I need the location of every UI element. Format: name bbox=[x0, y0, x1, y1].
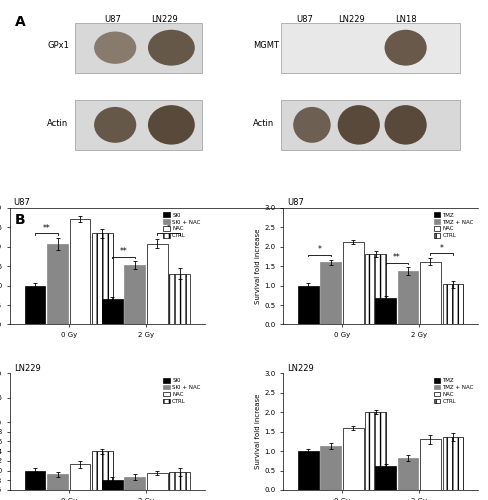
Text: U87: U87 bbox=[104, 16, 121, 24]
Text: U87: U87 bbox=[297, 16, 313, 24]
Bar bbox=[169, 472, 190, 500]
Bar bbox=[147, 244, 167, 324]
Bar bbox=[92, 451, 113, 500]
Bar bbox=[169, 274, 190, 324]
Bar bbox=[343, 242, 364, 324]
Text: LN229: LN229 bbox=[151, 16, 178, 24]
Legend: SKI, SKI + NAC, NAC, CTRL: SKI, SKI + NAC, NAC, CTRL bbox=[162, 376, 202, 406]
Bar bbox=[321, 262, 341, 324]
Bar bbox=[298, 286, 319, 325]
Bar bbox=[420, 440, 441, 490]
Ellipse shape bbox=[293, 107, 331, 143]
Bar bbox=[366, 412, 386, 490]
Bar bbox=[25, 470, 45, 500]
Bar bbox=[102, 299, 122, 324]
Bar bbox=[124, 477, 145, 500]
Bar bbox=[25, 286, 45, 325]
Text: A: A bbox=[15, 16, 25, 30]
Bar bbox=[398, 272, 418, 324]
Text: **: ** bbox=[42, 224, 50, 233]
Text: Actin: Actin bbox=[253, 118, 275, 128]
Bar bbox=[443, 437, 463, 490]
Text: *: * bbox=[166, 224, 170, 233]
Ellipse shape bbox=[385, 30, 427, 66]
Bar bbox=[443, 284, 463, 325]
Ellipse shape bbox=[385, 105, 427, 144]
Ellipse shape bbox=[148, 30, 195, 66]
Bar bbox=[47, 474, 68, 500]
Bar bbox=[398, 458, 418, 490]
Ellipse shape bbox=[338, 105, 380, 144]
Bar bbox=[375, 298, 396, 324]
Bar bbox=[47, 244, 68, 324]
Bar bbox=[282, 22, 460, 73]
Bar bbox=[298, 451, 319, 490]
Text: U87: U87 bbox=[14, 198, 31, 207]
Text: GPx1: GPx1 bbox=[47, 42, 69, 50]
Ellipse shape bbox=[94, 107, 136, 143]
Text: LN229: LN229 bbox=[338, 16, 365, 24]
Legend: TMZ, TMZ + NAC, NAC, CTRL: TMZ, TMZ + NAC, NAC, CTRL bbox=[432, 210, 475, 240]
Text: LN18: LN18 bbox=[395, 16, 416, 24]
Bar bbox=[343, 428, 364, 490]
Text: *: * bbox=[318, 245, 322, 254]
Bar bbox=[92, 233, 113, 324]
Text: LN229: LN229 bbox=[14, 364, 41, 372]
Legend: TMZ, TMZ + NAC, NAC, CTRL: TMZ, TMZ + NAC, NAC, CTRL bbox=[432, 376, 475, 406]
Text: *: * bbox=[440, 244, 444, 252]
Bar bbox=[375, 466, 396, 490]
Text: **: ** bbox=[120, 247, 127, 256]
Bar bbox=[124, 265, 145, 324]
Bar bbox=[70, 219, 90, 324]
Bar bbox=[282, 100, 460, 150]
Bar bbox=[75, 100, 202, 150]
Text: LN229: LN229 bbox=[287, 364, 314, 372]
Bar bbox=[102, 480, 122, 500]
Ellipse shape bbox=[94, 32, 136, 64]
Text: B: B bbox=[15, 213, 25, 227]
Legend: SKI, SKI + NAC, NAC, CTRL: SKI, SKI + NAC, NAC, CTRL bbox=[162, 210, 202, 240]
Text: Actin: Actin bbox=[47, 118, 68, 128]
Bar bbox=[75, 22, 202, 73]
Ellipse shape bbox=[148, 105, 195, 144]
Text: MGMT: MGMT bbox=[253, 42, 279, 50]
Bar bbox=[70, 464, 90, 500]
Text: U87: U87 bbox=[287, 198, 304, 207]
Y-axis label: Survival fold increase: Survival fold increase bbox=[255, 394, 262, 469]
Bar bbox=[420, 262, 441, 324]
Bar bbox=[321, 446, 341, 490]
Bar bbox=[147, 473, 167, 500]
Y-axis label: Survival fold increase: Survival fold increase bbox=[255, 228, 262, 304]
Text: **: ** bbox=[393, 254, 401, 262]
Bar bbox=[366, 254, 386, 324]
